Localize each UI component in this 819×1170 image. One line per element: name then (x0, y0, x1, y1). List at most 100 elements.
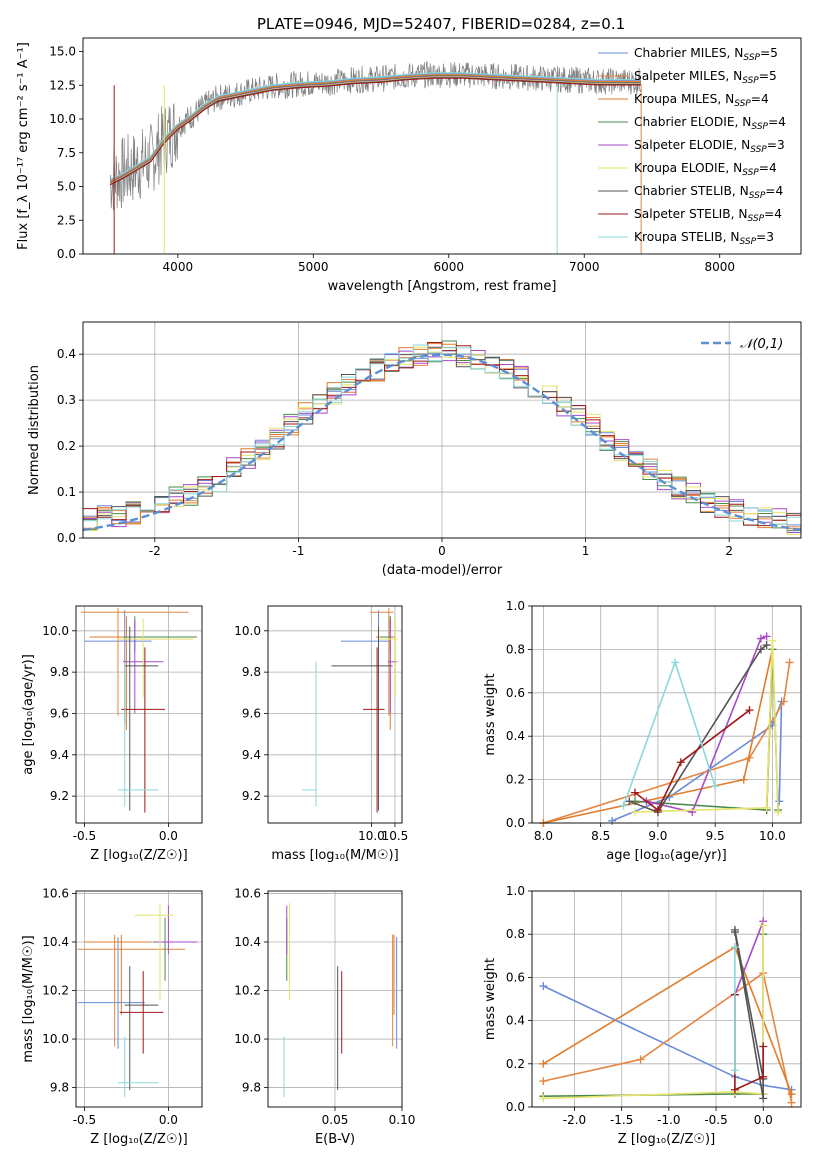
chart-2-x-axis-label: Z [log₁₀(Z/Z☉)] (90, 848, 187, 863)
chart-0-plot-area (109, 61, 642, 254)
chart-7-series-8-marker (730, 943, 739, 952)
chart-1-histograms (82, 340, 802, 535)
chart-2-y-tick-label: 9.4 (50, 748, 69, 762)
chart-4-series-1-marker (785, 658, 794, 667)
chart-4-series-7-marker (653, 805, 662, 814)
chart-4-series-5-marker (774, 808, 783, 817)
chart-3-y-tick-label: 9.2 (242, 789, 261, 803)
chart-0-x-axis-label: wavelength [Angstrom, rest frame] (328, 279, 557, 294)
legend-tail-6: =4 (765, 184, 783, 198)
chart-4-series-5-marker (762, 803, 771, 812)
legend-subscript-5: SSP (742, 168, 759, 178)
chart-7-y-tick-label: 0.0 (506, 1100, 525, 1114)
legend-label-4: Salpeter ELODIE, N (634, 138, 750, 152)
chart-4-series-5-marker (631, 808, 640, 817)
chart-7-series-1-marker (539, 1077, 548, 1086)
chart-7-series-6-marker (759, 1094, 768, 1103)
chart-0-y-axis-label: Flux [f_λ 10⁻¹⁷ erg cm⁻² s⁻¹ A⁻¹] (16, 42, 31, 250)
chart-4-series-0-marker (775, 797, 784, 806)
chart-1-legend-label: 𝒩(0,1) (740, 337, 783, 352)
chart-4-series-8-marker (671, 658, 680, 667)
chart-7-series-1-marker (636, 1055, 645, 1064)
chart-4-y-axis-label: mass weight (483, 673, 498, 755)
chart-3-x-axis-label: mass [log₁₀(M/M☉)] (271, 848, 398, 863)
chart-0-axes: 4000 5000 6000 7000 8000 0.0 2.5 5.0 7.5 10.0 12.5… (16, 42, 735, 294)
chart-1-y-tick-label: 0.2 (57, 439, 76, 453)
chart-7-series-7-marker (730, 1085, 739, 1094)
chart-1-y-tick-label: 0.3 (57, 393, 76, 407)
chart-5-frame (75, 890, 203, 1108)
legend-entry-0: Chabrier MILES, NSSP=5 (634, 46, 778, 63)
chart-7-series-2-marker (539, 1059, 548, 1068)
chart-4-series-6-marker (762, 641, 771, 650)
chart-4-series-4-marker (756, 634, 765, 643)
legend-tail-1: =5 (759, 69, 777, 83)
chart-4-y-tick-label: 0.4 (506, 729, 525, 743)
chart-7-x-axis-label: Z [log₁₀(Z/Z☉)] (618, 1132, 715, 1147)
chart-6-y-tick-label: 10.6 (234, 886, 261, 900)
chart-6-y-tick-label: 9.8 (242, 1081, 261, 1095)
legend-entry-6: Chabrier STELIB, NSSP=4 (634, 184, 783, 201)
chart-6-x-tick-label: 0.05 (322, 1113, 349, 1127)
chart-3-x-tick-label: 10.0 (358, 829, 385, 843)
chart-7-series-5 (543, 925, 765, 1100)
chart-1-x-axis-label: (data-model)/error (382, 563, 503, 578)
chart-4-x-tick-label: 8.5 (591, 829, 610, 843)
chart-3-errorbars (301, 608, 398, 813)
chart-2-y-tick-label: 9.2 (50, 789, 69, 803)
chart-1-hist-series-8 (83, 344, 801, 525)
chart-6-y-tick-label: 10.0 (234, 1032, 261, 1046)
chart-4-x-tick-label: 9.5 (706, 829, 725, 843)
chart-7-series-5-marker (539, 1094, 548, 1103)
chart-4-axes: 8.0 8.5 9.0 9.5 10.0 0.0 0.2 0.4 0.6 0.8 1.0 age [l… (483, 599, 801, 863)
chart-1-y-tick-label: 0.1 (57, 485, 76, 499)
chart-5-x-tick-label: 0.0 (159, 1113, 178, 1127)
legend-subscript-1: SSP (742, 76, 759, 86)
chart-6-x-tick-label: 0.10 (389, 1113, 416, 1127)
chart-3-y-tick-label: 10.0 (234, 624, 261, 638)
chart-5-x-tick-label: -0.5 (73, 1113, 96, 1127)
chart-7-series-1 (543, 971, 793, 1103)
chart-4-x-tick-label: 10.0 (759, 829, 786, 843)
legend-label-0: Chabrier MILES, N (634, 46, 743, 60)
chart-5-y-tick-label: 10.4 (42, 935, 69, 949)
chart-7-x-tick-label: -1.5 (610, 1113, 633, 1127)
legend-subscript-2: SSP (734, 99, 751, 109)
legend-label-5: Kroupa ELODIE, N (634, 161, 742, 175)
chart-2-y-axis-label: age [log₁₀(age/yr)] (21, 654, 36, 775)
chart-5-y-tick-label: 9.8 (50, 1081, 69, 1095)
chart-7-series-5-marker (759, 921, 768, 930)
legend-tail-8: =3 (756, 230, 774, 244)
chart-1-y-axis-label: Normed distribution (27, 365, 42, 495)
chart-7-frame (531, 890, 802, 1108)
chart-7-y-axis-label: mass weight (483, 958, 498, 1040)
chart-3-frame (267, 605, 403, 824)
chart-2-y-tick-label: 10.0 (42, 624, 69, 638)
chart-4-lines (539, 632, 794, 827)
chart-4-series-7 (634, 709, 750, 812)
chart-0-frame (82, 37, 802, 255)
chart-1-x-tick-label: 1 (582, 544, 590, 558)
legend-label-1: Salpeter MILES, N (634, 69, 742, 83)
chart-7-x-tick-label: -2.0 (563, 1113, 586, 1127)
chart-1-y-tick-label: 0.0 (57, 531, 76, 545)
chart-5-y-tick-label: 10.0 (42, 1032, 69, 1046)
legend-subscript-6: SSP (749, 191, 766, 201)
chart-0-x-tick-label: 4000 (163, 260, 194, 274)
legend-tail-3: =4 (768, 115, 786, 129)
chart-4-y-tick-label: 0.8 (506, 642, 525, 656)
legend-label-6: Chabrier STELIB, N (634, 184, 749, 198)
chart-4-series-8-marker (619, 801, 628, 810)
chart-6-frame (267, 890, 403, 1108)
chart-2-errorbars (81, 608, 197, 813)
legend-label-7: Salpeter STELIB, N (634, 207, 747, 221)
chart-4-x-tick-label: 9.0 (648, 829, 667, 843)
chart-5-x-axis-label: Z [log₁₀(Z/Z☉)] (90, 1132, 187, 1147)
chart-4-series-0-marker (608, 816, 617, 825)
chart-4-series-5 (634, 640, 779, 813)
chart-7-y-tick-label: 1.0 (506, 884, 525, 898)
legend-subscript-8: SSP (740, 237, 757, 247)
